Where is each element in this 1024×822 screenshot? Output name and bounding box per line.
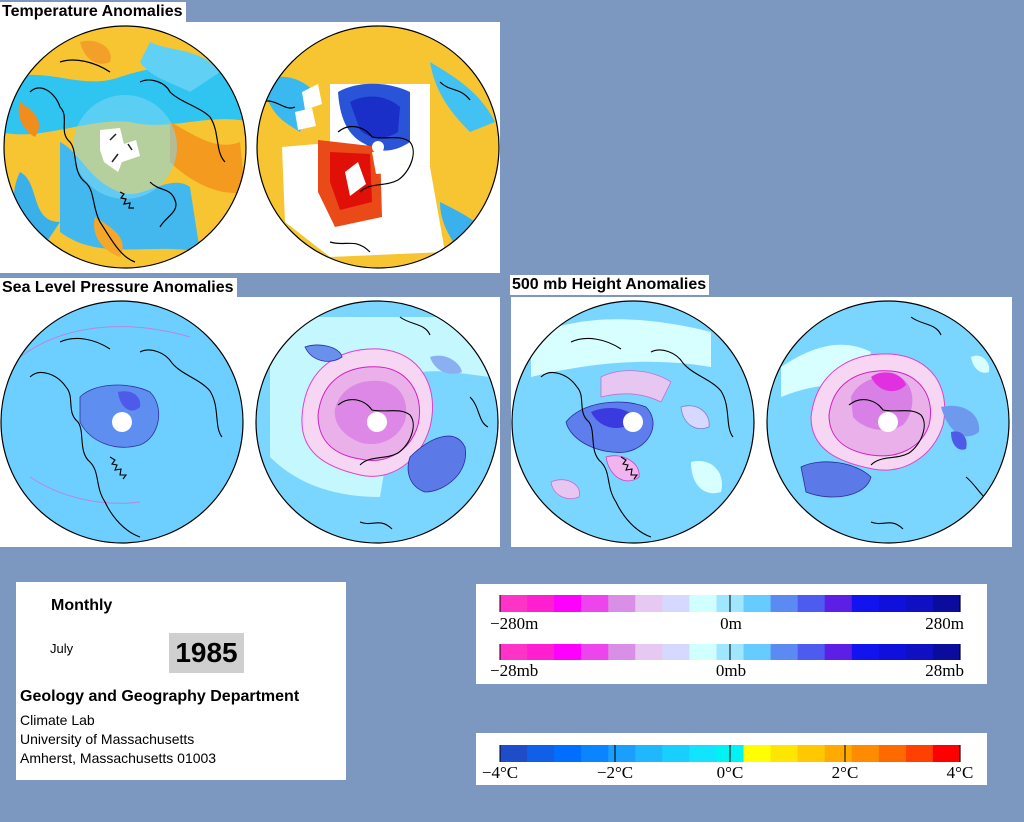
pressure-colorbar-swatch <box>824 644 853 660</box>
z500-nh-map <box>512 301 754 543</box>
temperature-tick-label: 0°C <box>717 763 744 782</box>
pressure-colorbar-swatch <box>608 644 636 660</box>
temperature-tick-labels: −4°C −2°C 0°C 2°C 4°C <box>482 745 973 782</box>
height-colorbar-swatch <box>527 595 555 612</box>
temperature-legend-graphic: −4°C −2°C 0°C 2°C 4°C <box>482 745 973 782</box>
temp-nh-map <box>4 26 246 268</box>
temperature-legend: −4°C −2°C 0°C 2°C 4°C <box>476 733 987 785</box>
pressure-colorbar-swatch <box>905 644 934 660</box>
temperature-tick-label: 2°C <box>832 763 859 782</box>
height-pressure-legend-graphic: −280m 0m 280m −28mb 0mb 28mb <box>490 595 964 680</box>
pressure-colorbar-swatch <box>797 644 826 660</box>
period-label: Monthly <box>51 597 113 614</box>
pressure-colorbar <box>499 644 961 660</box>
height-max-label: 280m <box>925 614 964 633</box>
temperature-tick-label: 4°C <box>947 763 974 782</box>
temperature-panel <box>0 22 500 273</box>
height-colorbar-swatch <box>743 595 772 612</box>
slp-heading: Sea Level Pressure Anomalies <box>0 278 237 298</box>
temperature-colorbar-swatch <box>608 745 636 762</box>
pressure-colorbar-swatch <box>689 644 718 660</box>
height-colorbar-swatch <box>824 595 853 612</box>
pressure-min-label: −28mb <box>490 661 538 680</box>
slp-nh-map <box>1 301 243 543</box>
pressure-colorbar-swatch <box>581 644 609 660</box>
temperature-colorbar-swatch <box>581 745 609 762</box>
z500-sh-map <box>767 301 1009 543</box>
height-min-label: −280m <box>490 614 538 633</box>
slp-panel <box>0 297 500 547</box>
height-colorbar <box>499 595 961 612</box>
year-badge: 1985 <box>169 633 244 673</box>
temperature-colorbar-swatch <box>770 745 799 762</box>
height-colorbar-swatch <box>689 595 718 612</box>
temperature-maps <box>3 25 500 269</box>
month-label: July <box>50 641 74 656</box>
temperature-colorbar-swatch <box>878 745 907 762</box>
temperature-tick-label: −4°C <box>482 763 518 782</box>
pressure-max-label: 28mb <box>925 661 964 680</box>
height-colorbar-swatch <box>554 595 582 612</box>
pressure-colorbar-swatch <box>932 644 961 660</box>
temperature-colorbar-swatch <box>662 745 691 762</box>
height-colorbar-swatch <box>635 595 663 612</box>
slp-maps <box>0 300 499 544</box>
height-colorbar-swatch <box>932 595 961 612</box>
height500-maps <box>511 300 1010 544</box>
address: Amherst, Massachusetts 01003 <box>20 750 217 766</box>
temperature-colorbar <box>499 745 961 762</box>
pressure-colorbar-swatch <box>770 644 799 660</box>
temperature-colorbar-swatch <box>689 745 718 762</box>
temperature-colorbar-swatch <box>527 745 555 762</box>
height-colorbar-swatch <box>878 595 907 612</box>
height-colorbar-swatch <box>662 595 691 612</box>
height-mid-label: 0m <box>720 614 742 633</box>
temperature-colorbar-swatch <box>824 745 853 762</box>
height-colorbar-swatch <box>797 595 826 612</box>
pressure-colorbar-swatch <box>743 644 772 660</box>
pressure-colorbar-swatch <box>878 644 907 660</box>
pressure-colorbar-swatch <box>500 644 528 660</box>
height-colorbar-swatch <box>851 595 880 612</box>
pressure-colorbar-swatch <box>851 644 880 660</box>
pressure-mid-label: 0mb <box>716 661 746 680</box>
pressure-colorbar-swatch <box>662 644 691 660</box>
height-colorbar-swatch <box>500 595 528 612</box>
height500-heading: 500 mb Height Anomalies <box>510 275 710 295</box>
height-colorbar-swatch <box>608 595 636 612</box>
temperature-colorbar-swatch <box>554 745 582 762</box>
temperature-colorbar-swatch <box>932 745 961 762</box>
pressure-colorbar-swatch <box>527 644 555 660</box>
university-name: University of Massachusetts <box>20 731 195 747</box>
temperature-colorbar-swatch <box>500 745 528 762</box>
temperature-colorbar-swatch <box>905 745 934 762</box>
lab-name: Climate Lab <box>20 712 95 728</box>
department-name: Geology and Geography Department <box>20 688 300 705</box>
temperature-heading: Temperature Anomalies <box>0 2 186 22</box>
height500-panel <box>511 297 1012 547</box>
temperature-colorbar-swatch <box>851 745 880 762</box>
info-box: Monthly July 1985 Geology and Geography … <box>16 582 346 780</box>
temperature-tick-label: −2°C <box>597 763 633 782</box>
temperature-colorbar-swatch <box>635 745 663 762</box>
height-colorbar-swatch <box>581 595 609 612</box>
height-colorbar-swatch <box>770 595 799 612</box>
temperature-colorbar-swatch <box>743 745 772 762</box>
pressure-colorbar-swatch <box>635 644 663 660</box>
pressure-colorbar-swatch <box>554 644 582 660</box>
height-pressure-legend: −280m 0m 280m −28mb 0mb 28mb <box>476 584 987 684</box>
slp-sh-map <box>256 301 498 543</box>
temperature-colorbar-swatch <box>797 745 826 762</box>
height-colorbar-swatch <box>905 595 934 612</box>
